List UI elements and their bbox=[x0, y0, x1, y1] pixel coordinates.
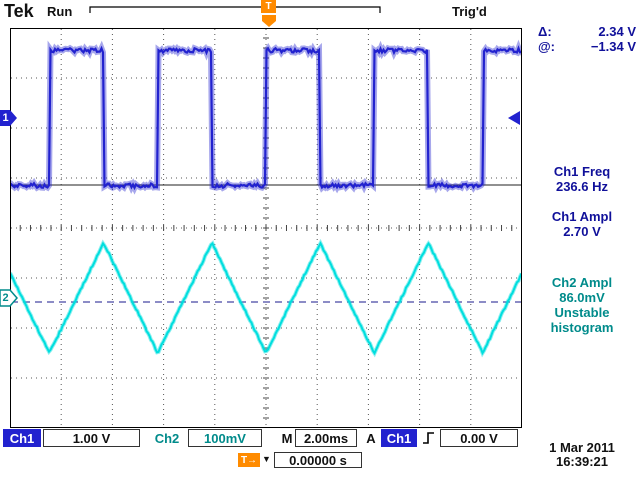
measurement-ch2-ampl: Ch2 Ampl 86.0mV Unstable histogram bbox=[526, 275, 638, 335]
tek-logo: Tek bbox=[4, 1, 34, 21]
measurement-ch1-freq: Ch1 Freq 236.6 Hz bbox=[526, 164, 638, 194]
ch2-scale-value: 100mV bbox=[188, 429, 262, 447]
rising-slope-icon bbox=[421, 430, 437, 451]
cursor-at-value: −1.34 V bbox=[590, 39, 636, 54]
ch2-scale-badge: Ch2 bbox=[154, 430, 180, 446]
timebase-label: M bbox=[281, 430, 293, 446]
measurement-label: Ch1 Ampl bbox=[551, 209, 613, 224]
cursor-delta-label: Δ: bbox=[538, 24, 552, 39]
ch2-marker-label: 2 bbox=[2, 292, 9, 304]
measurement-ch1-ampl: Ch1 Ampl 2.70 V bbox=[526, 209, 638, 239]
trigger-position-value: 0.00000 s bbox=[274, 452, 362, 468]
trigger-status: Trig'd bbox=[452, 4, 487, 19]
record-view-bracket bbox=[89, 6, 381, 13]
ch1-marker bbox=[0, 110, 17, 126]
ch2-marker bbox=[0, 289, 18, 307]
cursor-delta-value: 2.34 V bbox=[598, 24, 636, 39]
cursor-at-readout: @: −1.34 V bbox=[538, 39, 636, 54]
date: 1 Mar 2011 bbox=[549, 440, 615, 455]
trigger-mode-label: A bbox=[366, 430, 376, 446]
measurement-label: Ch2 Ampl bbox=[551, 275, 613, 290]
ch1-marker-label: 1 bbox=[2, 112, 9, 124]
trigger-position-pointer bbox=[262, 15, 276, 27]
cursor-delta-readout: Δ: 2.34 V bbox=[538, 24, 636, 39]
cursor-at-label: @: bbox=[538, 39, 556, 54]
ch2-trace bbox=[11, 241, 521, 356]
trigger-source-badge: Ch1 bbox=[381, 429, 417, 447]
time: 16:39:21 bbox=[555, 454, 609, 469]
ch1-trace bbox=[11, 45, 521, 191]
ch1-scale-value: 1.00 V bbox=[43, 429, 140, 447]
trigger-position-marker: T bbox=[261, 0, 276, 13]
trigger-position-icon: T→ bbox=[238, 453, 260, 467]
trigger-level-value: 0.00 V bbox=[440, 429, 518, 447]
measurement-value: 2.70 V bbox=[563, 224, 601, 239]
trigger-position-pointer-icon: ▼ bbox=[262, 454, 271, 464]
trigger-level-arrow-icon bbox=[508, 111, 520, 125]
ch1-scale-badge: Ch1 bbox=[3, 429, 41, 447]
measurement-value: 86.0mV bbox=[559, 290, 605, 305]
timebase-value: 2.00ms bbox=[295, 429, 357, 447]
measurement-label: Ch1 Freq bbox=[553, 164, 611, 179]
measurement-note: histogram bbox=[550, 320, 614, 335]
graticule-frame bbox=[10, 28, 522, 428]
measurement-value: 236.6 Hz bbox=[555, 179, 609, 194]
acquisition-status: Run bbox=[47, 4, 73, 19]
measurement-note: Unstable bbox=[554, 305, 610, 320]
